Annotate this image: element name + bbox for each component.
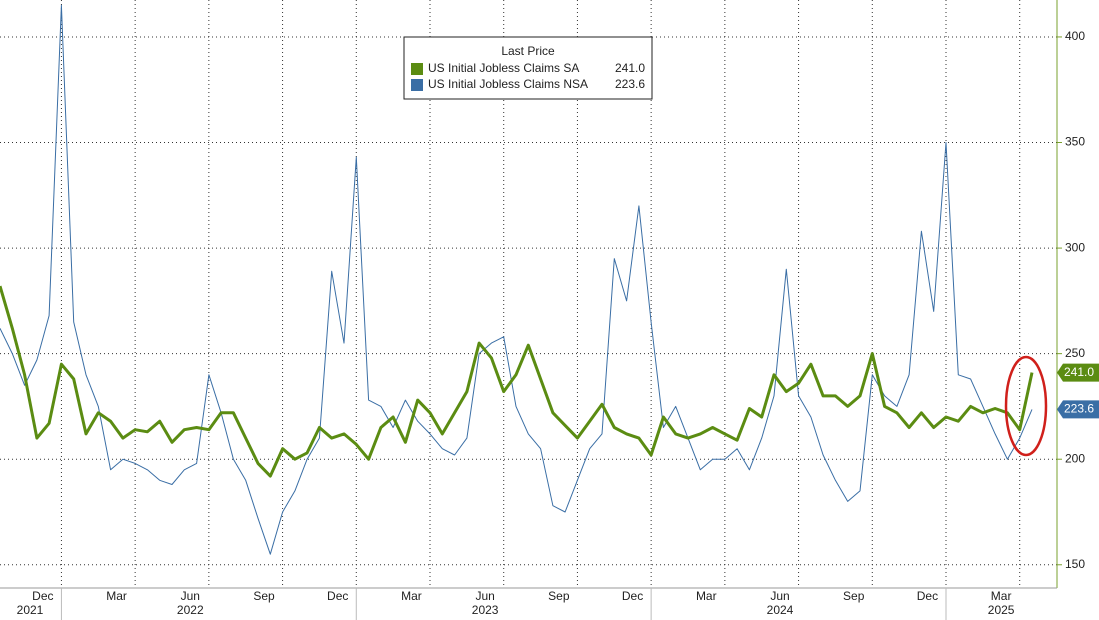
last-price-label: 241.0 [1064, 365, 1094, 379]
highlight-ellipse [1004, 355, 1048, 457]
series-line [0, 4, 1033, 555]
year-label: 2022 [177, 603, 204, 617]
y-tick-label: 150 [1065, 557, 1085, 571]
x-tick-label: Dec [32, 589, 53, 603]
x-tick-label: Dec [622, 589, 643, 603]
x-tick-label: Mar [106, 589, 127, 603]
legend-label: US Initial Jobless Claims NSA [428, 77, 588, 91]
x-tick-label: Mar [696, 589, 717, 603]
y-tick-label: 350 [1065, 135, 1085, 149]
legend: Last Price US Initial Jobless Claims SA 2… [403, 36, 653, 100]
legend-box [403, 36, 653, 100]
last-price-tag [1057, 363, 1099, 382]
x-tick-label: Mar [991, 589, 1012, 603]
year-label: 2024 [767, 603, 794, 617]
year-label: 2023 [472, 603, 499, 617]
x-tick-label: Jun [181, 589, 200, 603]
legend-value: 223.6 [615, 77, 645, 91]
x-tick-label: Dec [327, 589, 348, 603]
x-tick-label: Jun [770, 589, 789, 603]
y-tick-label: 300 [1065, 240, 1085, 254]
year-label: 2025 [988, 603, 1015, 617]
legend-swatch [411, 63, 423, 75]
y-tick-label: 250 [1065, 346, 1085, 360]
plot [0, 4, 1034, 555]
year-label: 2021 [17, 603, 44, 617]
last-price-tag [1057, 400, 1099, 419]
last-price-label: 223.6 [1064, 402, 1094, 416]
legend-title: Last Price [501, 44, 555, 58]
x-tick-label: Dec [917, 589, 938, 603]
y-tick-label: 200 [1065, 451, 1085, 465]
series-line [0, 285, 1034, 478]
legend-swatch [411, 79, 423, 91]
x-tick-label: Sep [548, 589, 570, 603]
x-tick-label: Mar [401, 589, 422, 603]
x-tick-label: Sep [843, 589, 865, 603]
legend-value: 241.0 [615, 61, 645, 75]
axes: 150 200 250 300 350 400 Dec Mar Jun Sep Dec Mar Jun S… [17, 29, 1099, 620]
y-tick-label: 400 [1065, 29, 1085, 43]
x-tick-label: Sep [253, 589, 275, 603]
legend-label: US Initial Jobless Claims SA [428, 61, 579, 75]
x-tick-label: Jun [475, 589, 494, 603]
